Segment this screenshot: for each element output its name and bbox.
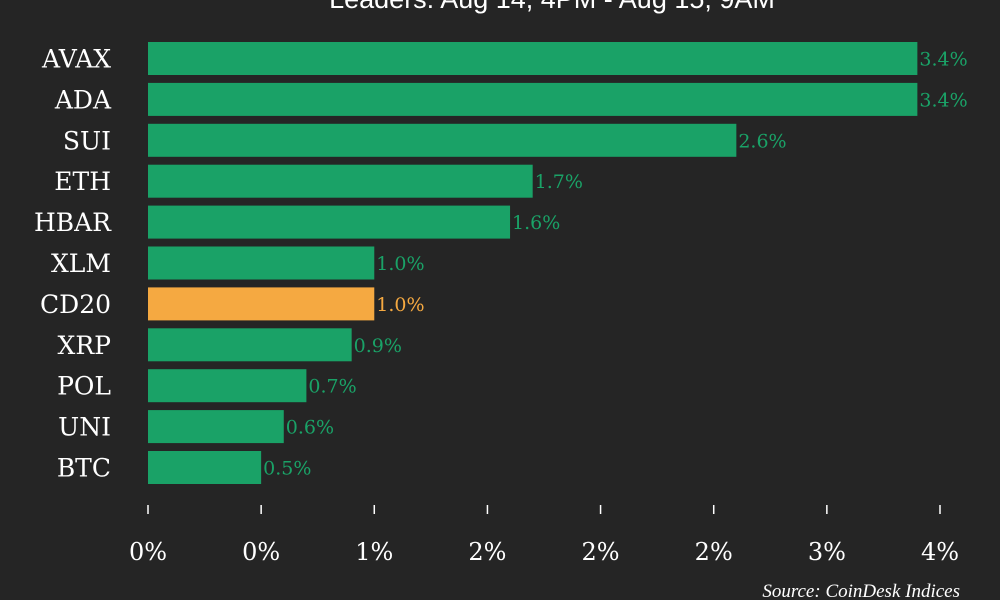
bar-uni: [148, 410, 284, 444]
chart-title: Leaders: Aug 14, 4PM - Aug 15, 9AM: [329, 0, 775, 14]
x-tick-label: 2%: [695, 538, 733, 566]
bar-eth: [148, 164, 533, 198]
bar-pol: [148, 369, 307, 403]
category-label-eth: ETH: [54, 167, 111, 196]
bar-ada: [148, 82, 918, 116]
category-label-xrp: XRP: [58, 331, 111, 360]
bar-cd20: [148, 287, 375, 321]
bar-avax: [148, 42, 918, 75]
value-label-xrp: 0.9%: [354, 335, 402, 357]
value-label-sui: 2.6%: [738, 130, 786, 152]
x-tick-label: 2%: [468, 538, 506, 566]
bar-hbar: [148, 205, 511, 239]
x-tick-label: 0%: [242, 538, 280, 566]
source-note: Source: CoinDesk Indices: [762, 581, 960, 600]
category-label-cd20: CD20: [40, 290, 111, 319]
x-axis: 0% 0% 1% 2% 2% 2% 3% 4%: [129, 505, 959, 566]
category-label-avax: AVAX: [41, 45, 111, 74]
category-label-uni: UNI: [58, 413, 111, 442]
x-tick-label: 0%: [129, 538, 167, 566]
value-label-hbar: 1.6%: [512, 212, 560, 234]
bar-xlm: [148, 246, 375, 280]
value-label-eth: 1.7%: [535, 171, 583, 193]
category-label-hbar: HBAR: [34, 208, 112, 237]
bar-xrp: [148, 328, 352, 362]
bar-sui: [148, 123, 737, 157]
x-tick-label: 1%: [355, 538, 393, 566]
bar-btc: [148, 451, 262, 484]
category-label-pol: POL: [57, 372, 111, 401]
value-label-cd20: 1.0%: [376, 294, 424, 316]
value-label-uni: 0.6%: [286, 417, 334, 439]
bars-layer: AVAX 3.4% ADA 3.4% SUI 2.6% ETH 1.7% HBAR 1.6% XLM…: [34, 42, 968, 484]
category-label-xlm: XLM: [51, 249, 111, 278]
value-label-xlm: 1.0%: [376, 253, 424, 275]
x-tick-label: 3%: [808, 538, 846, 566]
value-label-btc: 0.5%: [263, 458, 311, 480]
value-label-pol: 0.7%: [308, 376, 356, 398]
category-label-ada: ADA: [54, 85, 112, 114]
x-tick-label: 4%: [921, 538, 959, 566]
value-label-avax: 3.4%: [919, 49, 967, 71]
category-label-sui: SUI: [63, 126, 111, 155]
x-tick-label: 2%: [582, 538, 620, 566]
value-label-ada: 3.4%: [919, 89, 967, 111]
category-label-btc: BTC: [57, 454, 111, 483]
